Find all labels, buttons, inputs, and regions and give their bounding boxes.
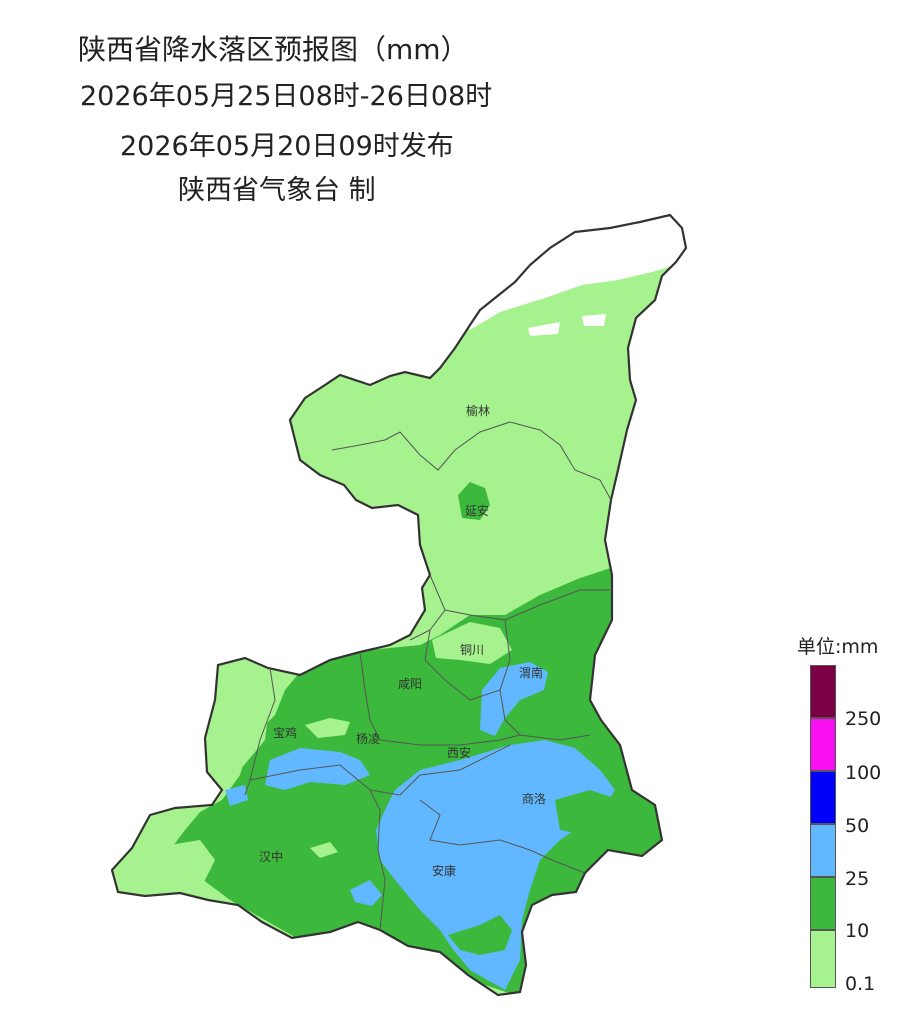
legend-label: 10 (845, 920, 870, 942)
city-label-xianyang: 咸阳 (398, 677, 422, 691)
city-label-tongchuan: 铜川 (460, 642, 484, 657)
province-boundary (110, 213, 688, 997)
legend-label: 250 (845, 708, 882, 730)
rain-0.1-10mm-area (205, 680, 270, 780)
city-label-xian: 西安 (447, 745, 471, 760)
no-rain-area (528, 322, 560, 336)
city-label-baoji: 宝鸡 (273, 725, 297, 740)
legend-swatch-25-50 (810, 824, 836, 877)
rain-10-25mm-area (555, 790, 620, 835)
city-labels: 榆林 延安 铜川 渭南 咸阳 宝鸡 杨凌 西安 商洛 汉中 安康 (259, 403, 546, 878)
legend-label: 25 (845, 868, 870, 890)
legend-label: 100 (845, 762, 882, 784)
legend-unit: 单位:mm (797, 636, 879, 658)
legend-swatch-50-100 (810, 771, 836, 824)
rain-25-50mm-area (265, 748, 370, 790)
city-label-weinan: 渭南 (519, 665, 543, 680)
city-label-ankang: 安康 (432, 863, 456, 878)
city-label-shangluo: 商洛 (522, 791, 546, 806)
legend-swatch-0.1-10 (810, 930, 836, 988)
rain-10-25mm-area (448, 915, 512, 955)
rain-0.1-10mm-area (305, 718, 350, 738)
rain-10-25mm-area (458, 482, 490, 520)
legend-swatch-100-250 (810, 718, 836, 771)
rain-25-50mm-area (350, 880, 382, 906)
issue-time: 2026年05月20日09时发布 (120, 131, 454, 162)
forecast-period: 2026年05月25日08时-26日08时 (80, 81, 493, 112)
rain-25-50mm-area (480, 662, 548, 736)
rain-0.1-10mm-area (112, 840, 215, 900)
no-rain-area (582, 314, 606, 326)
legend-label: 0.1 (845, 973, 876, 995)
map-title: 陕西省降水落区预报图（mm） (78, 33, 469, 66)
legend-label: 50 (845, 815, 870, 837)
city-label-yangling: 杨凌 (356, 731, 380, 746)
rain-0.1-10mm-area (432, 622, 512, 664)
rainfall-fill (112, 215, 686, 995)
rain-25-50mm-area (376, 740, 615, 990)
city-label-yulin: 榆林 (466, 403, 490, 418)
city-label-hanzhong: 汉中 (259, 849, 283, 864)
rain-25-50mm-area (225, 785, 248, 806)
city-boundaries (244, 421, 612, 931)
legend-swatch-10-25 (810, 877, 836, 930)
legend-swatch-250plus (810, 665, 836, 718)
issuing-agency: 陕西省气象台 制 (178, 175, 376, 206)
city-label-yanan: 延安 (465, 503, 489, 518)
rain-0.1-10mm-area (310, 842, 338, 858)
